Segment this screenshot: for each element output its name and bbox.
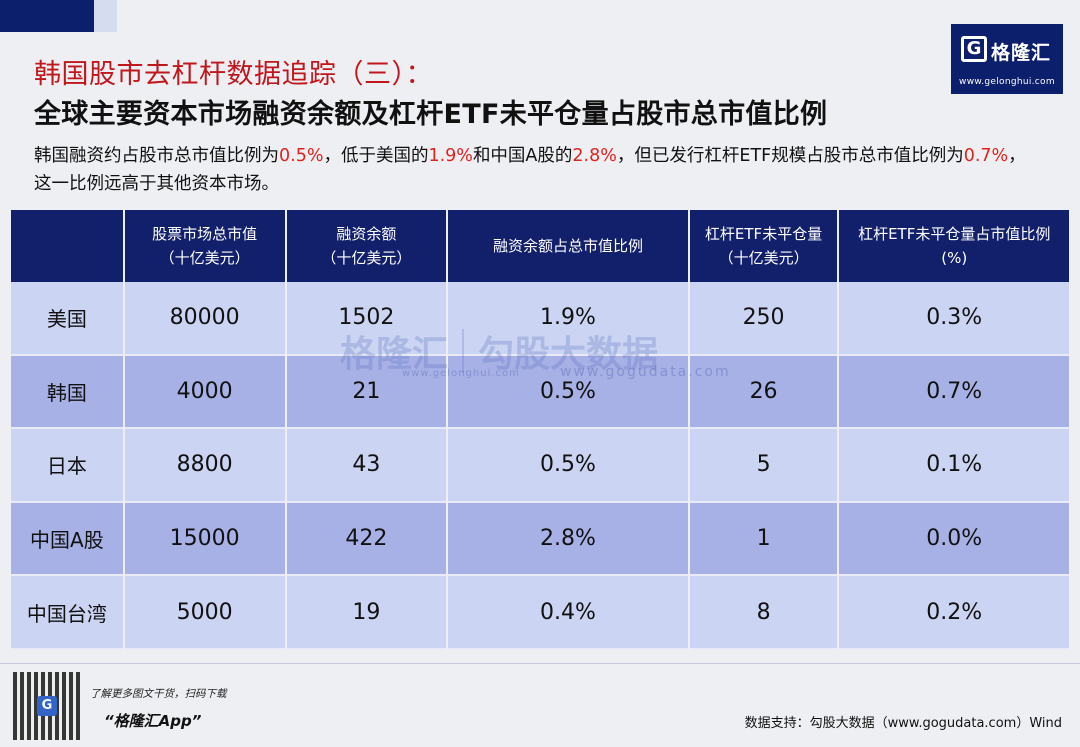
cell-country: 中国A股 [11,502,123,577]
cell-margin: 19 [286,576,447,650]
cell-market-cap: 8800 [124,429,285,503]
cell-market-cap: 15000 [124,502,285,577]
cell-margin-ratio: 0.5% [448,355,688,430]
cell-margin: 21 [286,355,447,430]
header-cell-empty [11,210,123,282]
footer-promo: 了解更多图文干货，扫码下载 [90,688,227,700]
cell-etf: 1 [689,502,838,577]
desc-highlight-4: 0.7% [963,146,1009,166]
footer-app-name: “格隆汇App” [104,712,202,730]
desc-highlight-1: 0.5% [279,146,324,166]
table-row: 美国 80000 1502 1.9% 250 0.3% [11,282,1069,356]
header-cell-margin-ratio: 融资余额占总市值比例 [448,210,688,282]
footer-source: 数据支持：勾股大数据（www.gogudata.com）Wind [744,716,1062,731]
cell-margin-ratio: 1.9% [448,282,688,356]
data-table: 股票市场总市值 （十亿美元） 融资余额 （十亿美元） 融资余额占总市值比例 杠杆… [9,210,1071,650]
watermark-url-2: www.gogudata.com [560,364,731,380]
header-cell-etf-ratio: 杠杆ETF未平仓量占市值比例 (%) [839,210,1069,282]
cell-market-cap: 5000 [124,576,285,650]
logo-name: 格隆汇 [991,42,1052,64]
cell-country: 韩国 [11,355,123,430]
table-row: 日本 8800 43 0.5% 5 0.1% [11,429,1069,503]
table-row: 中国A股 15000 422 2.8% 1 0.0% [11,502,1069,577]
cell-etf-ratio: 0.1% [839,429,1069,503]
cell-margin: 422 [286,502,447,577]
desc-text-1: 韩国融资约占股市总市值比例为 [34,146,279,166]
corner-block-light [94,0,117,32]
qr-logo-icon: G [37,696,57,716]
cell-etf-ratio: 0.7% [839,355,1069,430]
cell-margin-ratio: 2.8% [448,502,688,577]
cell-country: 日本 [11,429,123,503]
header-cell-margin: 融资余额 （十亿美元） [286,210,447,282]
cell-margin-ratio: 0.4% [448,576,688,650]
table-header-row: 股票市场总市值 （十亿美元） 融资余额 （十亿美元） 融资余额占总市值比例 杠杆… [11,210,1069,282]
cell-margin: 43 [286,429,447,503]
watermark-url-1: www.gelonghui.com [402,368,520,379]
desc-text-3: 和中国A股的 [472,146,573,166]
page-title: 全球主要资本市场融资余额及杠杆ETF未平仓量占股市总市值比例 [34,99,828,130]
header-cell-market-cap: 股票市场总市值 （十亿美元） [124,210,285,282]
page-subtitle: 韩国股市去杠杆数据追踪（三）： [34,59,433,90]
table-row: 韩国 4000 21 0.5% 26 0.7% [11,355,1069,430]
cell-margin: 1502 [286,282,447,356]
desc-highlight-3: 2.8% [572,146,617,166]
cell-country: 美国 [11,282,123,356]
description: 韩国融资约占股市总市值比例为0.5%，低于美国的1.9%和中国A股的2.8%，但… [34,142,1034,198]
corner-block-dark [0,0,94,32]
footer-divider [0,663,1080,664]
cell-etf-ratio: 0.0% [839,502,1069,577]
logo-g-icon: G [961,36,987,62]
desc-text-5: ，这一比例远高于其他资本市场。 [34,146,1026,194]
qr-code-icon[interactable]: G [13,672,81,740]
cell-country: 中国台湾 [11,576,123,650]
desc-text-4: ，但已发行杠杆ETF规模占股市总市值比例为 [616,146,964,166]
cell-etf: 8 [689,576,838,650]
cell-etf: 5 [689,429,838,503]
desc-highlight-2: 1.9% [428,146,473,166]
cell-etf-ratio: 0.3% [839,282,1069,356]
cell-etf: 26 [689,355,838,430]
corner-decoration [0,0,117,32]
cell-market-cap: 4000 [124,355,285,430]
header-cell-etf: 杠杆ETF未平仓量 （十亿美元） [689,210,838,282]
brand-logo: G 格隆汇 www.gelonghui.com [951,24,1063,94]
cell-market-cap: 80000 [124,282,285,356]
table-row: 中国台湾 5000 19 0.4% 8 0.2% [11,576,1069,650]
cell-margin-ratio: 0.5% [448,429,688,503]
cell-etf: 250 [689,282,838,356]
logo-url: www.gelonghui.com [959,77,1055,87]
cell-etf-ratio: 0.2% [839,576,1069,650]
desc-text-2: ，低于美国的 [323,146,429,166]
